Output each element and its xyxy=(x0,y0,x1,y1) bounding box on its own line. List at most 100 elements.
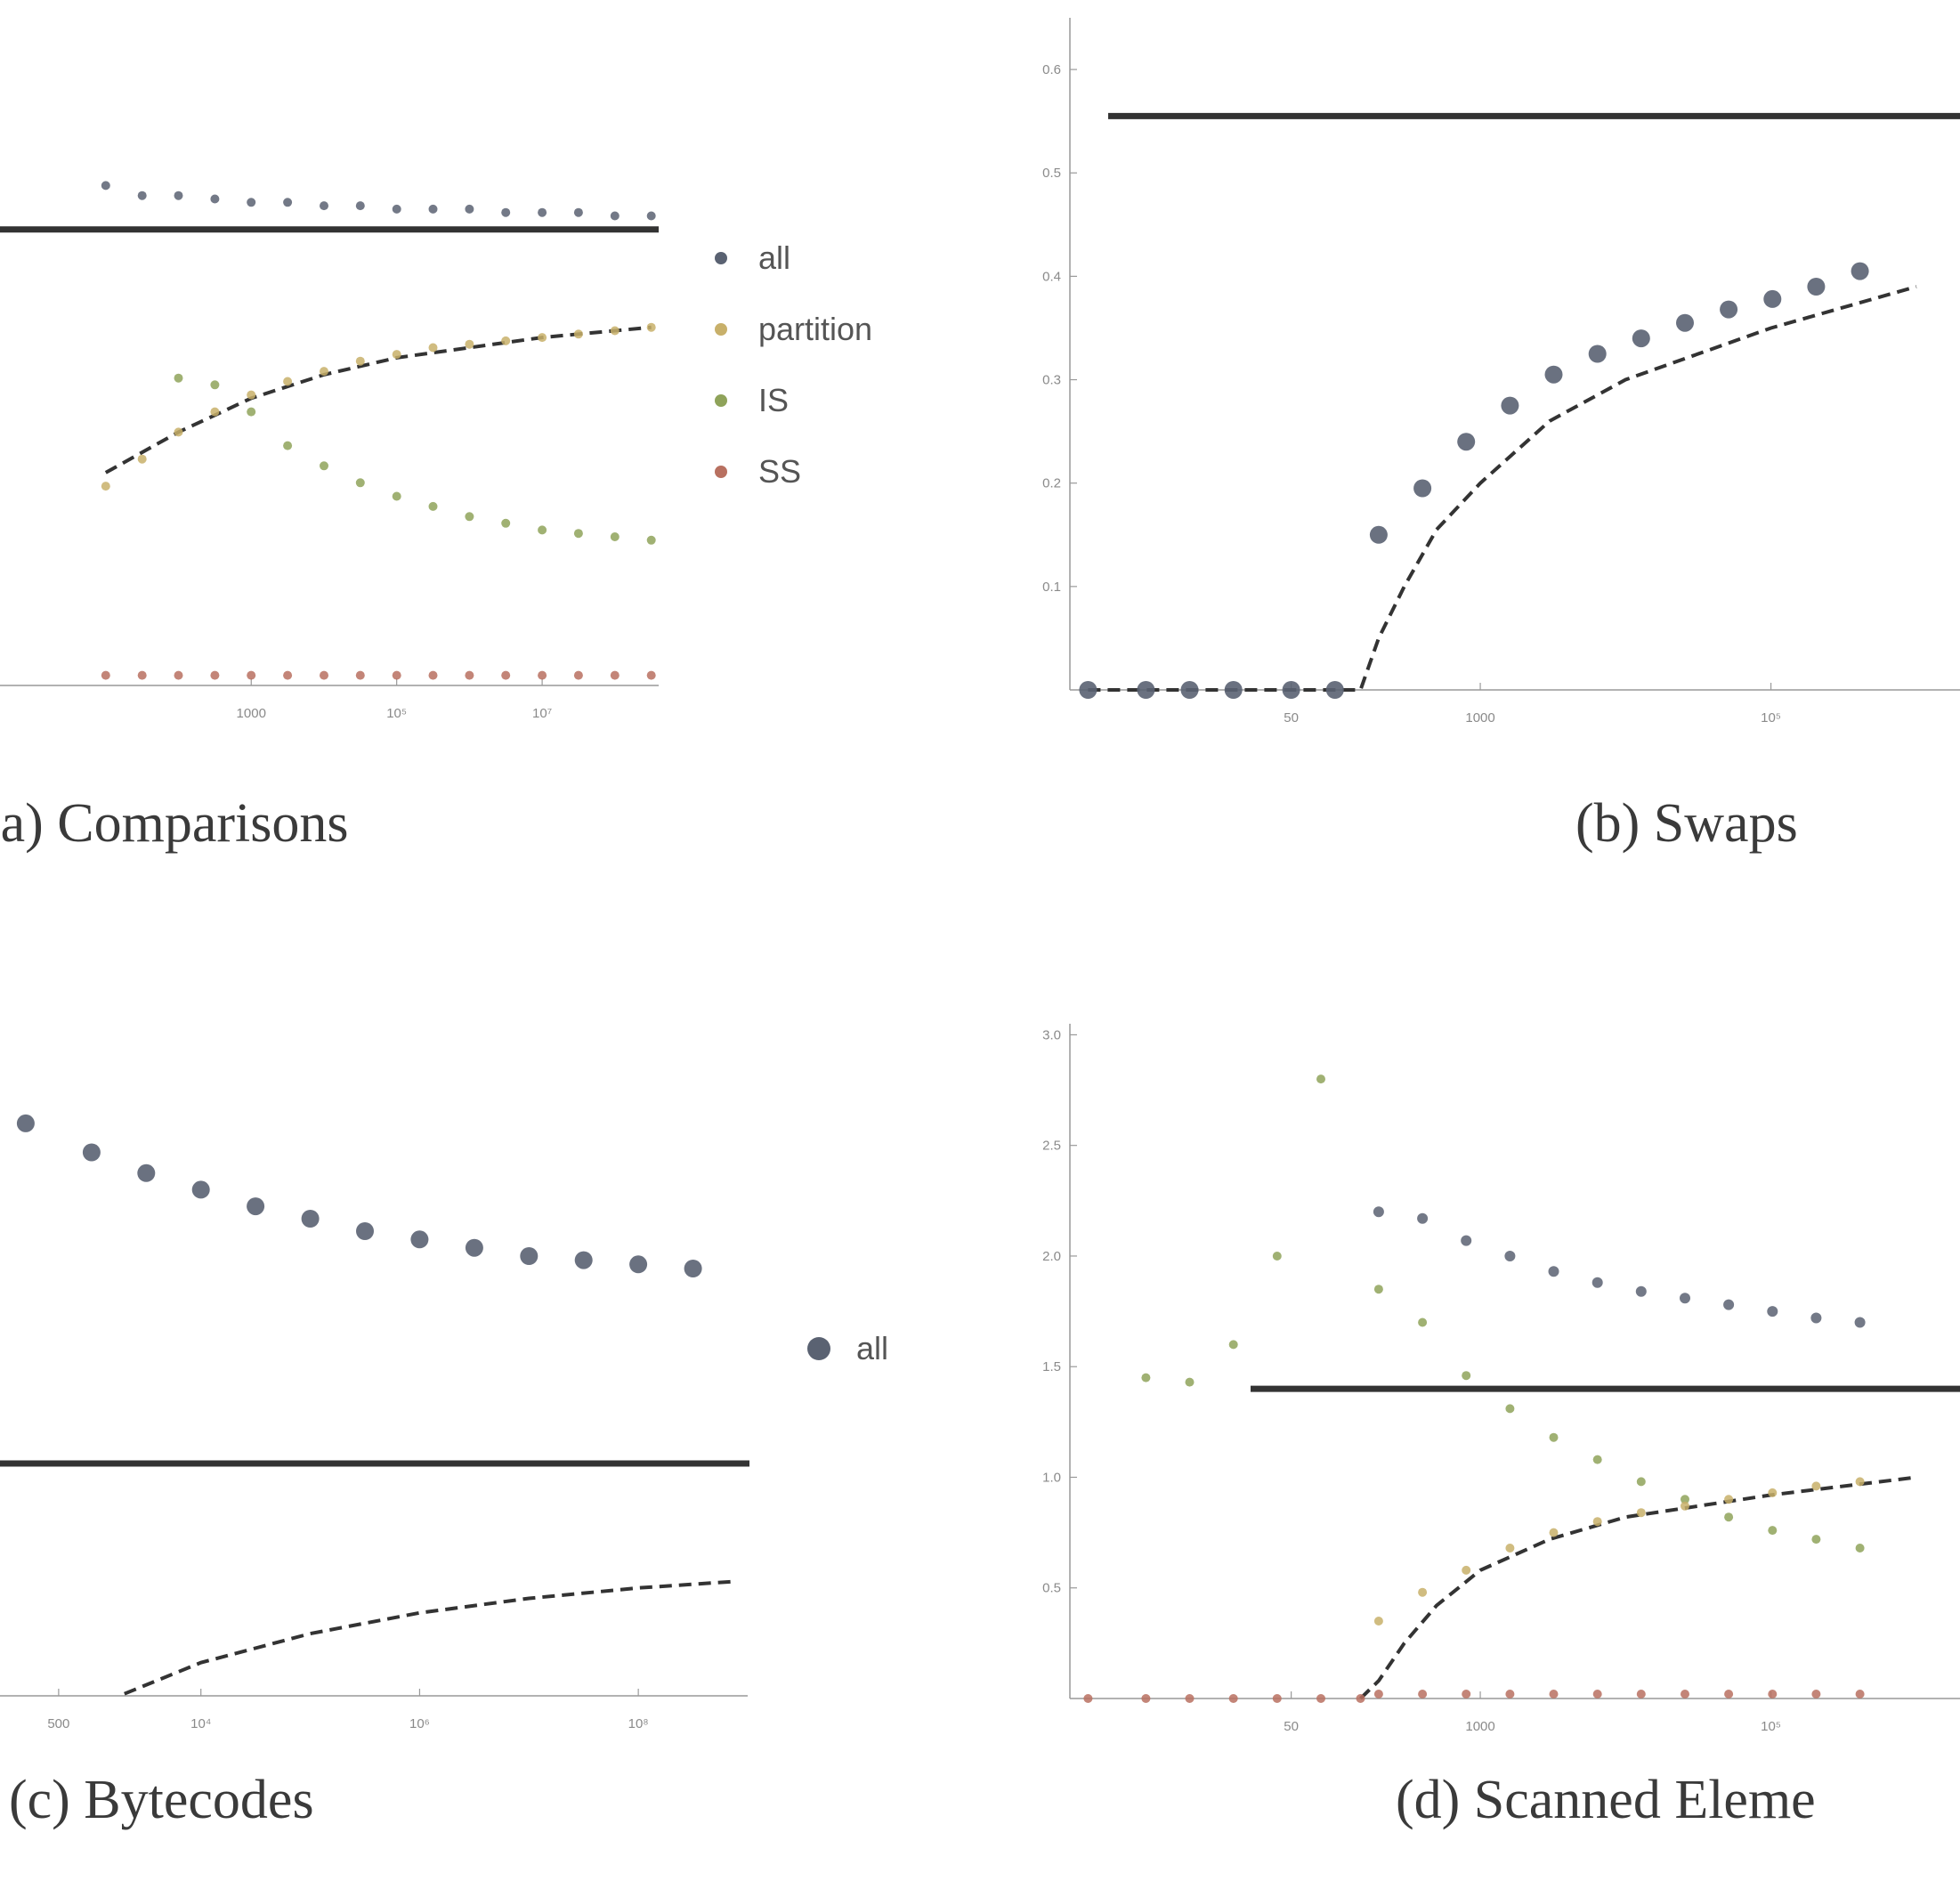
legend-marker-partition xyxy=(715,323,727,336)
point-all xyxy=(174,191,183,200)
point-partition xyxy=(101,482,110,491)
point-partition xyxy=(137,454,147,464)
point-ss xyxy=(465,670,474,680)
point-is xyxy=(174,373,183,383)
point-ss xyxy=(1636,1690,1646,1699)
legend-label-ss: SS xyxy=(758,453,801,490)
point-all xyxy=(392,204,401,214)
x-tick-label: 50 xyxy=(1284,1719,1299,1734)
y-tick-label: 0.1 xyxy=(1042,580,1061,595)
legend-marker-is xyxy=(715,394,727,407)
point-is xyxy=(646,535,656,545)
y-tick-label: 1.0 xyxy=(1042,1470,1061,1485)
point-all xyxy=(210,194,220,204)
y-tick-label: 0.4 xyxy=(1042,269,1061,284)
x-tick-label: 10⁴ xyxy=(190,1716,211,1731)
x-tick-label: 500 xyxy=(47,1716,69,1731)
point-partition xyxy=(1855,1477,1865,1487)
point-all xyxy=(283,198,293,207)
y-tick-label: 0.5 xyxy=(1042,166,1061,181)
x-tick-label: 1000 xyxy=(1465,1719,1494,1734)
point-all xyxy=(247,198,256,207)
point-all xyxy=(1635,1285,1647,1297)
point-all xyxy=(610,211,620,221)
point-partition xyxy=(1505,1544,1515,1553)
legend-label-partition: partition xyxy=(758,311,872,347)
x-tick-label: 10⁸ xyxy=(628,1716,649,1731)
point-all xyxy=(1632,329,1650,348)
legend-label-is: IS xyxy=(758,382,789,418)
x-tick-label: 50 xyxy=(1284,710,1299,726)
point-is xyxy=(1681,1495,1689,1504)
point-ss xyxy=(1356,1694,1365,1703)
point-is xyxy=(1549,1432,1559,1442)
point-all xyxy=(1413,479,1432,498)
legend-label-all: all xyxy=(758,239,790,276)
point-ss xyxy=(1272,1694,1282,1703)
point-partition xyxy=(646,322,656,332)
point-is xyxy=(1855,1544,1865,1553)
dashed-curve xyxy=(1088,285,1917,692)
x-tick-label: 1000 xyxy=(1465,710,1494,726)
y-tick-label: 2.0 xyxy=(1042,1249,1061,1264)
point-is xyxy=(1228,1340,1238,1350)
point-all xyxy=(1548,1266,1559,1277)
point-partition xyxy=(283,377,293,386)
point-is xyxy=(1811,1535,1821,1545)
point-all xyxy=(465,1238,483,1257)
point-partition xyxy=(355,356,365,366)
point-ss xyxy=(1418,1690,1428,1699)
point-is xyxy=(355,478,365,488)
point-ss xyxy=(355,670,365,680)
point-all xyxy=(1676,313,1694,332)
legend-marker-all xyxy=(807,1337,830,1360)
point-partition xyxy=(1681,1501,1689,1511)
y-tick-label: 0.5 xyxy=(1042,1581,1061,1596)
point-partition xyxy=(1418,1587,1428,1597)
point-ss xyxy=(1724,1690,1734,1699)
point-partition xyxy=(1373,1617,1383,1626)
point-all xyxy=(1501,396,1519,415)
point-all xyxy=(1224,681,1243,699)
x-tick-label: 10⁵ xyxy=(1761,710,1781,726)
point-is xyxy=(1636,1477,1646,1487)
point-is xyxy=(1185,1377,1195,1387)
point-partition xyxy=(247,390,256,400)
point-all xyxy=(1767,1306,1778,1318)
point-is xyxy=(1141,1373,1151,1382)
point-all xyxy=(301,1210,320,1228)
point-ss xyxy=(174,670,183,680)
point-is xyxy=(1462,1371,1471,1381)
point-partition xyxy=(1592,1517,1602,1527)
point-all xyxy=(1373,1206,1384,1218)
point-is xyxy=(1373,1285,1383,1294)
point-ss xyxy=(1083,1694,1093,1703)
point-ss xyxy=(1768,1690,1778,1699)
point-is xyxy=(1272,1252,1282,1261)
point-all xyxy=(1457,433,1476,451)
point-all xyxy=(646,211,656,221)
point-all xyxy=(520,1247,539,1265)
point-is xyxy=(1768,1526,1778,1536)
point-all xyxy=(1461,1235,1472,1246)
point-ss xyxy=(320,670,328,680)
point-partition xyxy=(610,326,620,336)
point-ss xyxy=(538,670,547,680)
point-ss xyxy=(1549,1690,1559,1699)
point-all xyxy=(1720,300,1738,319)
point-is xyxy=(1505,1404,1515,1414)
dashed-curve xyxy=(124,1579,732,1696)
point-ss xyxy=(1316,1694,1325,1703)
point-all xyxy=(1180,681,1199,699)
point-partition xyxy=(320,367,328,377)
point-all xyxy=(137,191,147,200)
point-all xyxy=(465,204,474,214)
point-all xyxy=(1763,289,1782,308)
point-partition xyxy=(1636,1508,1646,1518)
caption-comparisons: (a) Comparisons xyxy=(0,793,349,854)
point-all xyxy=(1544,365,1563,384)
point-is xyxy=(610,532,620,541)
point-ss xyxy=(101,670,110,680)
point-all xyxy=(1079,681,1097,699)
